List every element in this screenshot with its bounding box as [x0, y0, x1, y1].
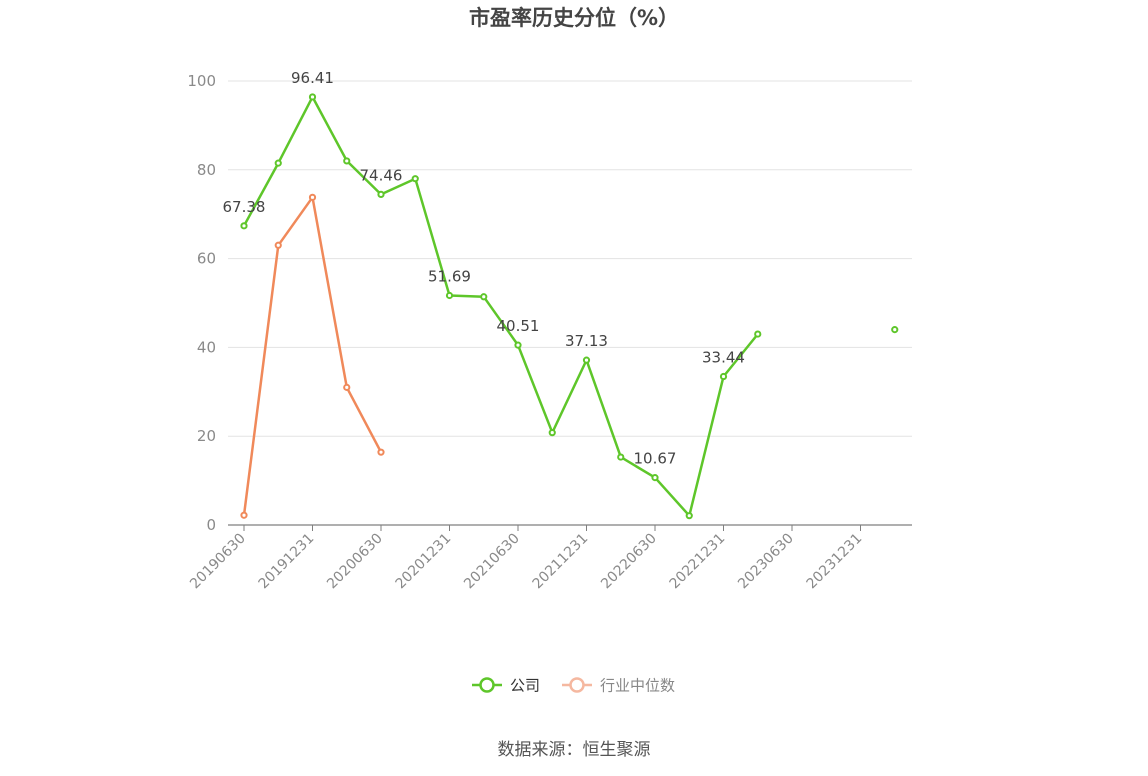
data-point: [891, 326, 899, 334]
data-point: [274, 159, 282, 167]
x-tick-label: 20190630: [187, 531, 249, 593]
data-point: [240, 511, 248, 519]
x-tick-label: 20230630: [735, 531, 797, 593]
data-label: 96.41: [291, 69, 334, 87]
source-note: 数据来源：恒生聚源: [498, 740, 651, 760]
x-tick-label: 20210630: [461, 531, 523, 593]
data-point: [308, 193, 317, 201]
legend-item-1[interactable]: 行业中位数: [562, 677, 675, 695]
data-label: 37.13: [565, 332, 608, 350]
data-point: [548, 429, 556, 437]
x-tick-label: 20191231: [256, 531, 318, 593]
legend-symbol-marker: [569, 677, 585, 693]
legend-item-0[interactable]: 公司: [472, 677, 540, 695]
data-point: [411, 175, 419, 183]
data-point: [445, 291, 454, 300]
y-tick-label: 60: [197, 250, 216, 268]
y-tick-label: 0: [206, 516, 216, 534]
legend: 公司 行业中位数: [472, 677, 675, 695]
data-point: [343, 383, 351, 391]
series-line: [242, 196, 383, 516]
y-tick-label: 40: [197, 338, 216, 356]
data-point: [582, 356, 591, 364]
series-1: [240, 193, 385, 519]
axes: 0 20 40 60 80 100 20190630 20191231 20200630 2020…: [187, 72, 912, 592]
series-layer: [240, 93, 899, 520]
data-labels: 67.38 96.41 74.46 51.69 40.51 37.13 10.67 33.44: [223, 69, 745, 468]
data-label: 10.67: [634, 450, 677, 468]
x-tick-label: 20221231: [667, 531, 729, 593]
data-point: [685, 512, 693, 520]
legend-label: 行业中位数: [600, 677, 675, 695]
legend-label: 公司: [510, 677, 540, 695]
data-point: [377, 448, 385, 456]
data-point: [754, 330, 762, 338]
data-point: [377, 190, 385, 198]
data-point: [719, 372, 728, 381]
data-point: [651, 474, 659, 482]
y-tick-label: 100: [187, 72, 216, 90]
x-tick-label: 20200630: [324, 531, 386, 593]
legend-symbol-marker: [479, 677, 495, 693]
data-label: 74.46: [360, 166, 403, 184]
x-tick-label: 20231231: [804, 531, 866, 593]
data-label: 67.38: [223, 198, 266, 216]
data-point: [617, 453, 625, 461]
chart-title: 市盈率历史分位（%）: [469, 6, 679, 30]
data-label: 33.44: [702, 349, 745, 367]
y-tick-label: 20: [197, 427, 216, 445]
data-point: [274, 241, 282, 249]
x-tick-label: 20220630: [598, 531, 660, 593]
data-point: [343, 157, 351, 165]
data-label: 40.51: [497, 317, 540, 335]
grid: [228, 80, 912, 437]
series-0: [240, 93, 899, 520]
data-label: 51.69: [428, 267, 471, 285]
data-point: [240, 222, 248, 230]
y-tick-label: 80: [197, 161, 216, 179]
x-tick-label: 20211231: [530, 531, 592, 593]
data-point: [514, 341, 522, 349]
series-line: [242, 95, 759, 517]
data-point: [480, 293, 488, 301]
data-point: [308, 93, 317, 101]
x-tick-label: 20201231: [393, 531, 455, 593]
